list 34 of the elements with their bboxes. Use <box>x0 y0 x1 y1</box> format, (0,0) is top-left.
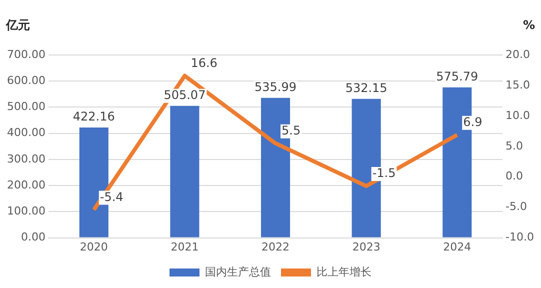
data-label: -1.5 <box>372 166 396 180</box>
y2-tick-label: 20.0 <box>506 48 530 61</box>
y2-tick-label: 5.0 <box>506 139 524 152</box>
y2-tick-label: 15.0 <box>506 78 530 92</box>
x-tick-label: 2022 <box>262 240 290 254</box>
y-tick-label: 100.00 <box>6 204 46 218</box>
data-label: 422.16 <box>72 110 115 124</box>
y-axis-title: 亿元 <box>5 18 30 32</box>
x-tick-label: 2021 <box>170 240 199 254</box>
y-tick-label: 0.00 <box>20 230 46 244</box>
data-label: 532.15 <box>345 80 388 95</box>
data-label: -5.4 <box>100 190 124 204</box>
data-label: 16.6 <box>190 56 218 70</box>
data-label: 6.9 <box>463 114 482 129</box>
y-tick-label: 400.00 <box>6 126 46 140</box>
y2-tick-label: -5.0 <box>506 200 528 214</box>
y-tick-label: 600.00 <box>6 74 46 87</box>
x-tick-label: 2023 <box>352 240 380 254</box>
data-label: 535.99 <box>254 80 297 94</box>
y-tick-label: 700.00 <box>6 48 46 61</box>
y-tick-label: 500.00 <box>6 100 46 114</box>
y2-tick-label: 0.0 <box>506 170 524 183</box>
legend-label: 国内生产总值 <box>205 265 271 278</box>
y2-tick-label: -10.0 <box>506 230 534 244</box>
data-label: 5.5 <box>282 123 301 138</box>
x-tick-label: 2024 <box>443 240 472 254</box>
data-label: 575.79 <box>436 70 478 84</box>
x-tick-label: 2020 <box>80 240 108 254</box>
y-tick-label: 300.00 <box>6 152 46 166</box>
y2-axis-title: % <box>522 18 535 32</box>
y2-tick-label: 10.0 <box>506 108 530 122</box>
legend-label: 比上年增长 <box>316 265 372 278</box>
y-tick-label: 200.00 <box>6 178 46 192</box>
data-label: 505.07 <box>164 88 206 102</box>
